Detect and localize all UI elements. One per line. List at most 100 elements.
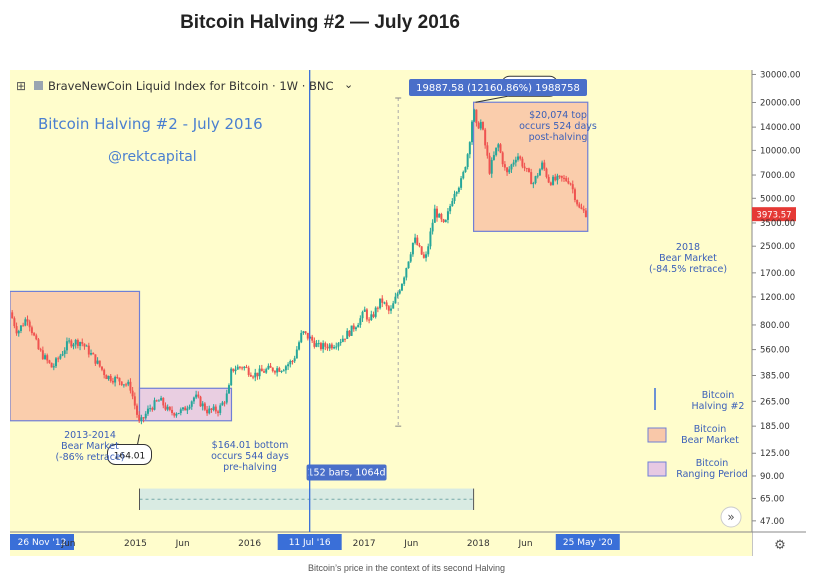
- expand-icon[interactable]: ⊞: [16, 79, 26, 93]
- candle-body: [328, 344, 331, 349]
- candle-body: [214, 406, 217, 412]
- chart-title: Bitcoin Halving #2 - July 2016: [38, 115, 263, 133]
- page-title: Bitcoin Halving #2 — July 2016: [180, 12, 460, 33]
- candle-body: [565, 178, 568, 182]
- price-axis-tick-label: 47.00: [760, 517, 784, 527]
- candle-body: [455, 191, 458, 194]
- candle-body: [190, 401, 193, 407]
- chevron-down-icon[interactable]: ⌄: [344, 78, 353, 91]
- candle-body: [352, 325, 355, 330]
- candle-body: [203, 403, 206, 410]
- candle-body: [525, 168, 528, 170]
- candle-body: [291, 361, 294, 363]
- candle-body: [497, 144, 500, 148]
- candle-body: [177, 412, 180, 414]
- candle-body: [175, 413, 178, 416]
- candle-body: [473, 109, 476, 122]
- bottom-price-pointer: [137, 434, 140, 445]
- candle-body: [282, 370, 285, 372]
- candle-body: [19, 325, 22, 331]
- candle-body: [221, 402, 224, 406]
- candle-body: [584, 210, 587, 217]
- candle-body: [381, 298, 384, 303]
- candle-body: [495, 147, 498, 156]
- candle-body: [26, 319, 29, 322]
- bear-2018-annotation-line: Bear Market: [659, 253, 717, 264]
- time-axis-background: [10, 532, 752, 556]
- candle-body: [103, 369, 106, 376]
- top-price-pointer: [475, 95, 508, 103]
- candle-body: [278, 368, 281, 372]
- settings-gear-icon[interactable]: ⚙: [774, 538, 786, 553]
- candle-body: [87, 345, 90, 355]
- candle-body: [464, 166, 467, 173]
- candle-body: [486, 145, 489, 156]
- candle-body: [326, 346, 329, 349]
- candle-body: [512, 162, 515, 165]
- price-axis-tick-label: 385.00: [760, 372, 790, 382]
- chart-style-icon[interactable]: [34, 81, 43, 90]
- candle-body: [545, 168, 548, 177]
- scroll-button-circle[interactable]: [720, 506, 742, 528]
- candle-body: [514, 159, 517, 163]
- candle-body: [232, 368, 235, 372]
- candle-body: [17, 330, 20, 334]
- candle-body: [372, 314, 375, 317]
- candle-body: [319, 343, 322, 350]
- price-axis-tick-label: 5000.00: [760, 194, 795, 204]
- candle-body: [390, 308, 393, 311]
- top-annotation-line: occurs 524 days: [519, 121, 597, 132]
- candle-body: [490, 159, 493, 174]
- bear-market-zone: [472, 101, 589, 232]
- candle-body: [33, 333, 36, 336]
- candle-body: [341, 338, 344, 342]
- candle-body: [267, 365, 270, 370]
- candle-body: [471, 121, 474, 143]
- measure-label-box: [306, 464, 387, 481]
- candle-body: [488, 155, 491, 174]
- double-chevron-right-icon[interactable]: »: [727, 510, 734, 524]
- symbol-label[interactable]: BraveNewCoin Liquid Index for Bitcoin · …: [48, 79, 334, 93]
- price-axis-tick-label: 20000.00: [760, 98, 801, 108]
- candle-body: [339, 341, 342, 344]
- time-axis-highlight-box: [555, 534, 620, 550]
- candle-body: [59, 355, 62, 359]
- candle-body: [37, 339, 40, 350]
- candle-body: [398, 290, 401, 294]
- candle-body: [573, 189, 576, 201]
- candle-body: [510, 164, 513, 170]
- candle-body: [462, 172, 465, 179]
- candle-body: [184, 407, 187, 411]
- candle-body: [322, 343, 325, 350]
- scroll-to-latest-button[interactable]: »: [720, 506, 742, 528]
- candle-body: [44, 355, 47, 359]
- symbol-header[interactable]: ⊞ BraveNewCoin Liquid Index for Bitcoin …: [16, 78, 353, 93]
- price-axis-tick-label: 800.00: [760, 321, 790, 331]
- candle-body: [466, 154, 469, 167]
- candle-body: [105, 375, 108, 380]
- candle-body: [133, 396, 136, 406]
- candle-body: [431, 222, 434, 232]
- candle-body: [521, 158, 524, 167]
- candle-body: [438, 213, 441, 218]
- candle-body: [225, 393, 228, 403]
- legend-bear-label: Bear Market: [681, 435, 739, 446]
- candle-body: [484, 129, 487, 146]
- candle-body: [131, 390, 134, 397]
- candle-body: [171, 409, 174, 414]
- last-price-tag: [752, 207, 796, 222]
- candle-body: [295, 349, 298, 359]
- candle-body: [580, 207, 583, 209]
- measure-label: 152 bars, 1064d: [307, 468, 385, 479]
- candle-body: [409, 254, 412, 262]
- candle-body: [210, 408, 213, 410]
- candle-body: [457, 187, 460, 192]
- candle-body: [567, 181, 570, 184]
- price-axis-ticks: 30000.00 20000.00 14000.00 10000.00 7000.00 5…: [752, 70, 801, 527]
- candle-body: [422, 254, 425, 258]
- candle-body: [571, 184, 574, 190]
- candle-body: [420, 246, 423, 255]
- top-annotation-line: $20,074 top: [529, 110, 587, 121]
